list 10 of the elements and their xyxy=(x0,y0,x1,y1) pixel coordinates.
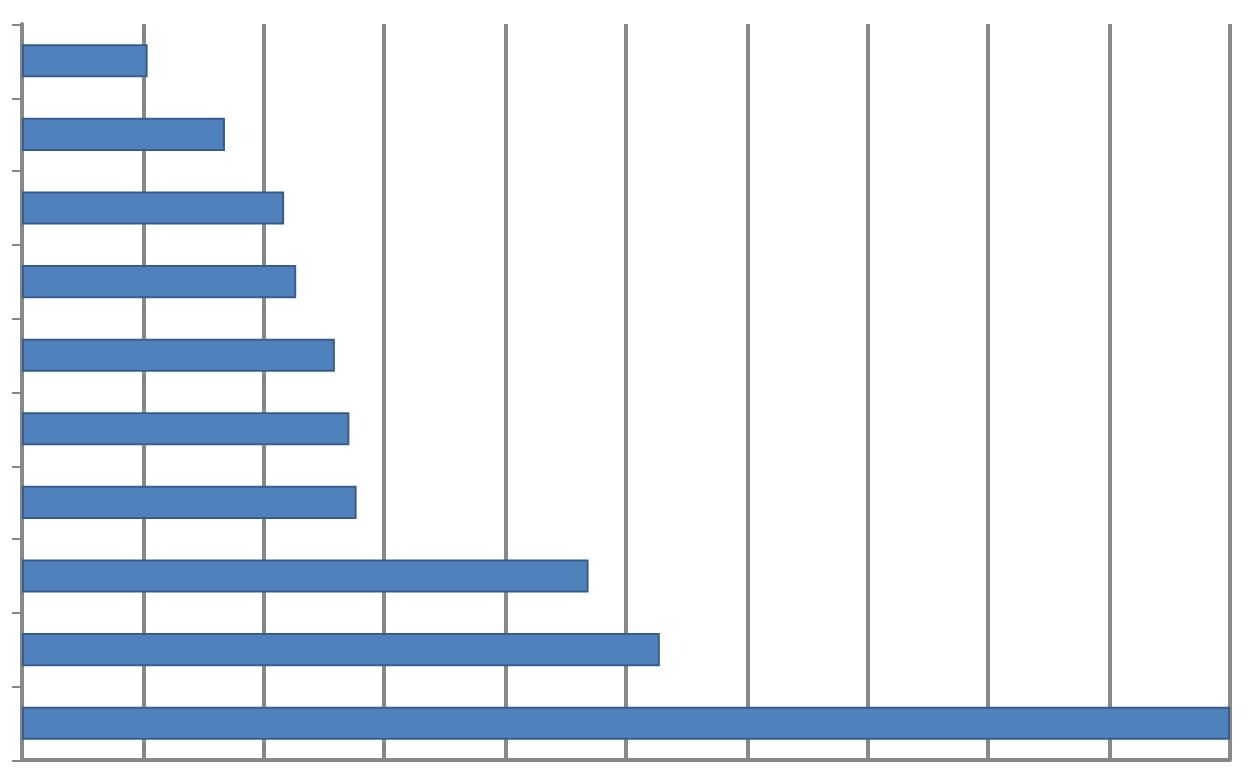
bar xyxy=(22,706,1230,740)
bar xyxy=(22,559,589,593)
bar xyxy=(22,265,297,299)
bar xyxy=(22,633,660,667)
bar xyxy=(22,485,357,519)
bar xyxy=(22,338,335,372)
bar xyxy=(22,44,148,78)
bar xyxy=(22,191,285,225)
bar xyxy=(22,117,225,151)
bar xyxy=(22,412,350,446)
